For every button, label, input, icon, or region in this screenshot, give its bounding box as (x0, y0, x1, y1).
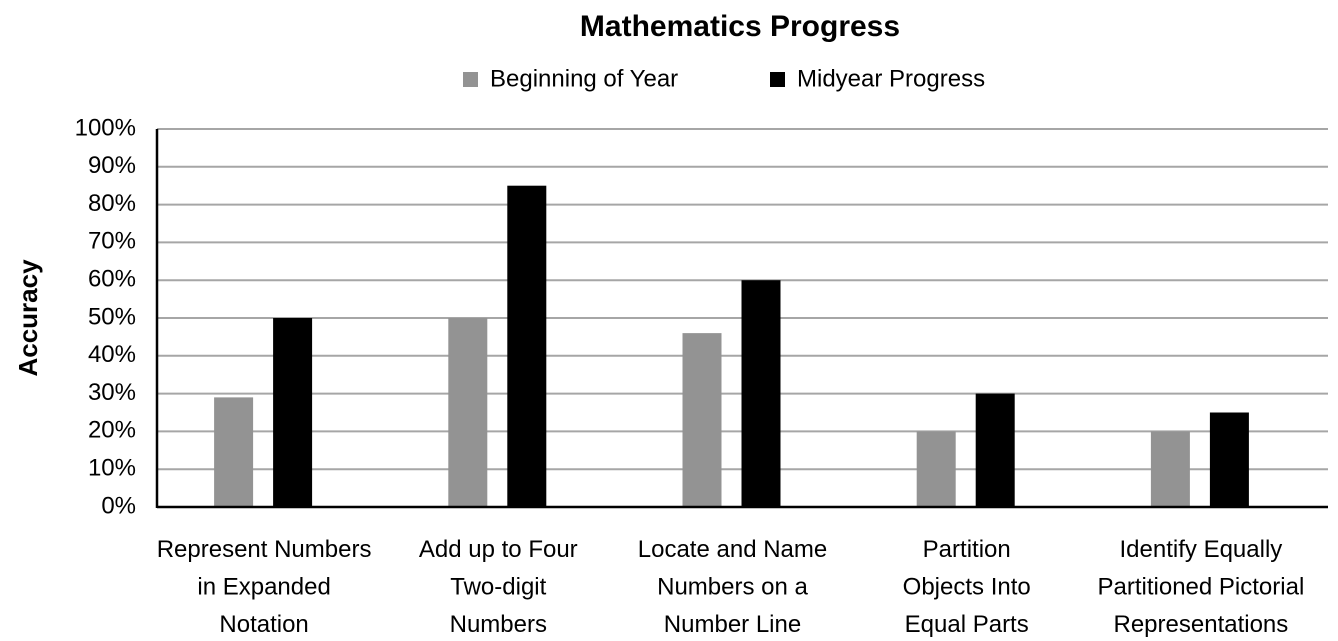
y-tick-label: 40% (88, 341, 136, 368)
x-tick-label: Identify Equally Partitioned Pictorial Rep… (1098, 536, 1305, 638)
y-tick-label: 20% (88, 417, 136, 444)
y-tick-label: 100% (75, 114, 136, 141)
x-tick-label: Locate and Name Numbers on a Number Line (638, 536, 827, 638)
legend-swatch (770, 72, 785, 87)
x-tick-label: Partition Objects Into Equal Parts (903, 536, 1031, 638)
y-tick-label: 90% (88, 152, 136, 179)
x-tick-label: Represent Numbers in Expanded Notation (157, 536, 372, 638)
chart-title: Mathematics Progress (580, 10, 900, 43)
bar (214, 397, 254, 507)
bar (273, 318, 313, 507)
bar (507, 185, 547, 507)
y-axis-title: Accuracy (13, 259, 43, 377)
y-tick-label: 70% (88, 228, 136, 255)
bar (1209, 412, 1249, 507)
y-tick-label: 0% (101, 492, 136, 519)
bar (448, 318, 488, 507)
bar (682, 333, 722, 507)
y-tick-label: 80% (88, 190, 136, 217)
bar (916, 431, 956, 507)
bar (1150, 431, 1190, 507)
bar (975, 393, 1015, 507)
y-tick-label: 50% (88, 303, 136, 330)
legend-label: Midyear Progress (797, 65, 985, 92)
legend-label: Beginning of Year (490, 65, 678, 92)
y-tick-label: 60% (88, 266, 136, 293)
x-tick-label: Add up to Four Two-digit Numbers (419, 536, 578, 638)
y-tick-label: 30% (88, 379, 136, 406)
bar (741, 280, 781, 507)
legend-swatch (463, 72, 478, 87)
y-tick-label: 10% (88, 455, 136, 482)
